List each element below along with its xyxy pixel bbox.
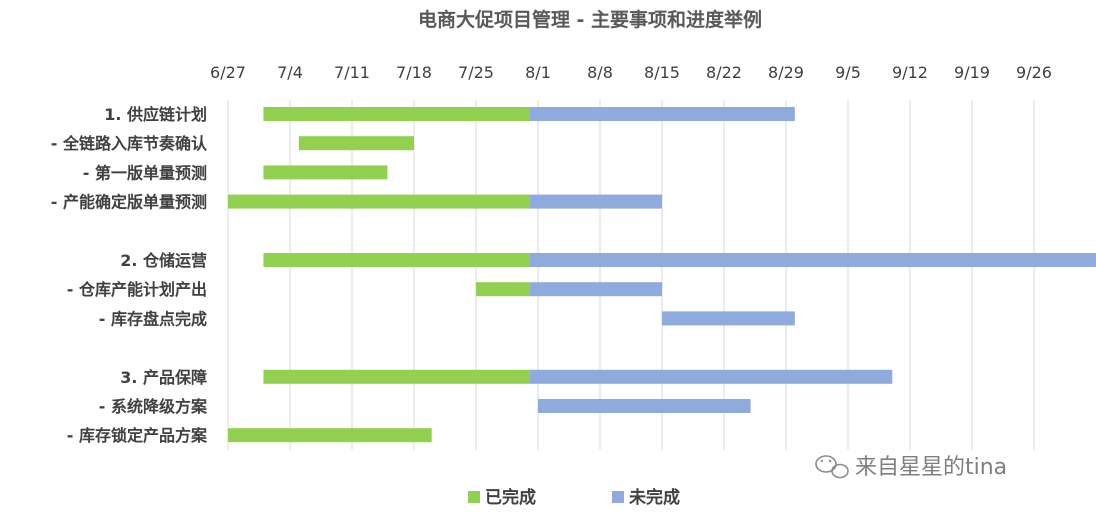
gridlines <box>227 100 1035 450</box>
bar-todo <box>529 107 795 121</box>
bar-todo <box>529 369 893 384</box>
bar-todo <box>529 194 662 209</box>
bars <box>228 107 1096 443</box>
x-tick-label: 8/22 <box>706 63 742 82</box>
x-tick-label: 8/1 <box>525 63 551 82</box>
category-label: 2. 仓储运营 <box>120 251 207 270</box>
legend-swatch <box>468 491 480 503</box>
watermark-text: 来自星星的tina <box>855 455 1007 480</box>
category-label: - 仓库产能计划产出 <box>67 280 207 299</box>
legend-label: 已完成 <box>485 487 536 508</box>
bar-done <box>263 369 530 384</box>
category-label: - 库存锁定产品方案 <box>67 426 208 445</box>
x-tick-label: 9/19 <box>954 63 990 82</box>
legend: 已完成 未完成 <box>468 487 680 508</box>
x-tick-label: 7/4 <box>277 63 303 82</box>
x-tick-label: 7/11 <box>334 63 370 82</box>
x-tick-label: 9/26 <box>1016 63 1052 82</box>
legend-label: 未完成 <box>628 487 680 508</box>
x-tick-label: 6/27 <box>210 63 246 82</box>
bar-done <box>298 136 414 151</box>
category-label: - 产能确定版单量预测 <box>51 193 207 212</box>
category-labels: 1. 供应链计划 - 全链路入库节奏确认 - 第一版单量预测 - 产能确定版单量预测 2… <box>51 105 208 445</box>
x-tick-label: 8/29 <box>768 63 804 82</box>
x-tick-label: 7/25 <box>458 63 494 82</box>
bar-todo <box>662 311 795 326</box>
bar-done <box>228 194 530 209</box>
category-label: - 库存盘点完成 <box>99 309 207 328</box>
wechat-icon <box>815 455 849 479</box>
bar-done <box>263 253 530 267</box>
watermark: 来自星星的tina <box>815 455 1007 480</box>
category-label: - 系统降级方案 <box>99 397 208 416</box>
bar-done <box>476 282 530 297</box>
x-axis-ticks: 6/27 7/4 7/11 7/18 7/25 8/1 8/8 8/15 8/22 8/29 9/5… <box>210 63 1052 82</box>
x-tick-label: 8/15 <box>644 63 680 82</box>
bar-todo <box>538 399 751 413</box>
category-label: 3. 产品保障 <box>120 368 207 387</box>
bar-done <box>263 165 388 180</box>
bar-done <box>228 428 432 443</box>
x-tick-label: 9/5 <box>835 63 861 82</box>
bar-todo <box>529 253 1096 267</box>
legend-swatch <box>612 491 624 503</box>
x-tick-label: 9/12 <box>892 63 928 82</box>
chart-title: 电商大促项目管理 - 主要事项和进度举例 <box>418 8 762 31</box>
x-tick-label: 8/8 <box>587 63 613 82</box>
bar-done <box>263 107 530 121</box>
category-label: - 第一版单量预测 <box>83 163 207 182</box>
bar-todo <box>529 282 662 297</box>
x-tick-label: 7/18 <box>396 63 432 82</box>
category-label: - 全链路入库节奏确认 <box>51 134 208 153</box>
category-label: 1. 供应链计划 <box>104 105 207 124</box>
